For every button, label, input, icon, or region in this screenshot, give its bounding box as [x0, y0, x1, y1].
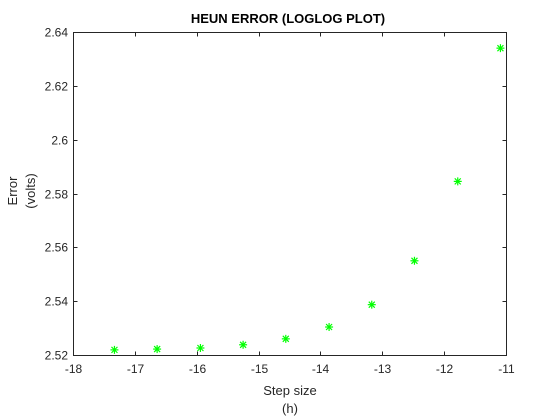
x-tick-label: -15 — [251, 362, 269, 376]
data-point — [110, 345, 119, 354]
data-point — [325, 323, 334, 332]
y-tick-label: 2.56 — [45, 241, 69, 255]
y-tick-label: 2.6 — [51, 134, 68, 148]
data-point — [196, 344, 205, 353]
y-tick-label: 2.52 — [45, 349, 69, 363]
data-point — [367, 300, 376, 309]
x-axis-label-line1: Step size — [263, 383, 316, 398]
y-axis-label-line1: Error — [5, 176, 20, 206]
data-point — [453, 177, 462, 186]
x-tick-label: -14 — [312, 362, 330, 376]
x-axis-label-line2: (h) — [282, 401, 298, 416]
y-axis-label-line2: (volts) — [23, 173, 38, 208]
x-tick-label: -16 — [189, 362, 207, 376]
chart-title: HEUN ERROR (LOGLOG PLOT) — [191, 11, 385, 26]
data-point — [239, 340, 248, 349]
data-point — [153, 345, 162, 354]
y-tick-label: 2.54 — [45, 295, 69, 309]
plot-box — [73, 32, 507, 356]
x-tick-label: -13 — [374, 362, 392, 376]
x-tick-label: -17 — [127, 362, 145, 376]
y-tick-label: 2.64 — [45, 26, 69, 40]
x-tick-label: -11 — [498, 362, 515, 376]
y-tick-label: 2.58 — [45, 188, 69, 202]
data-markers — [110, 44, 505, 354]
data-point — [281, 334, 290, 343]
axes: -18 -17 -16 -15 -14 -13 -12 -11 2.52 2.54 2.56 2.58… — [45, 26, 515, 377]
x-tick-label: -12 — [436, 362, 454, 376]
y-tick-label: 2.62 — [45, 80, 69, 94]
data-point — [410, 256, 419, 265]
data-point — [496, 44, 505, 53]
x-tick-label: -18 — [65, 362, 83, 376]
